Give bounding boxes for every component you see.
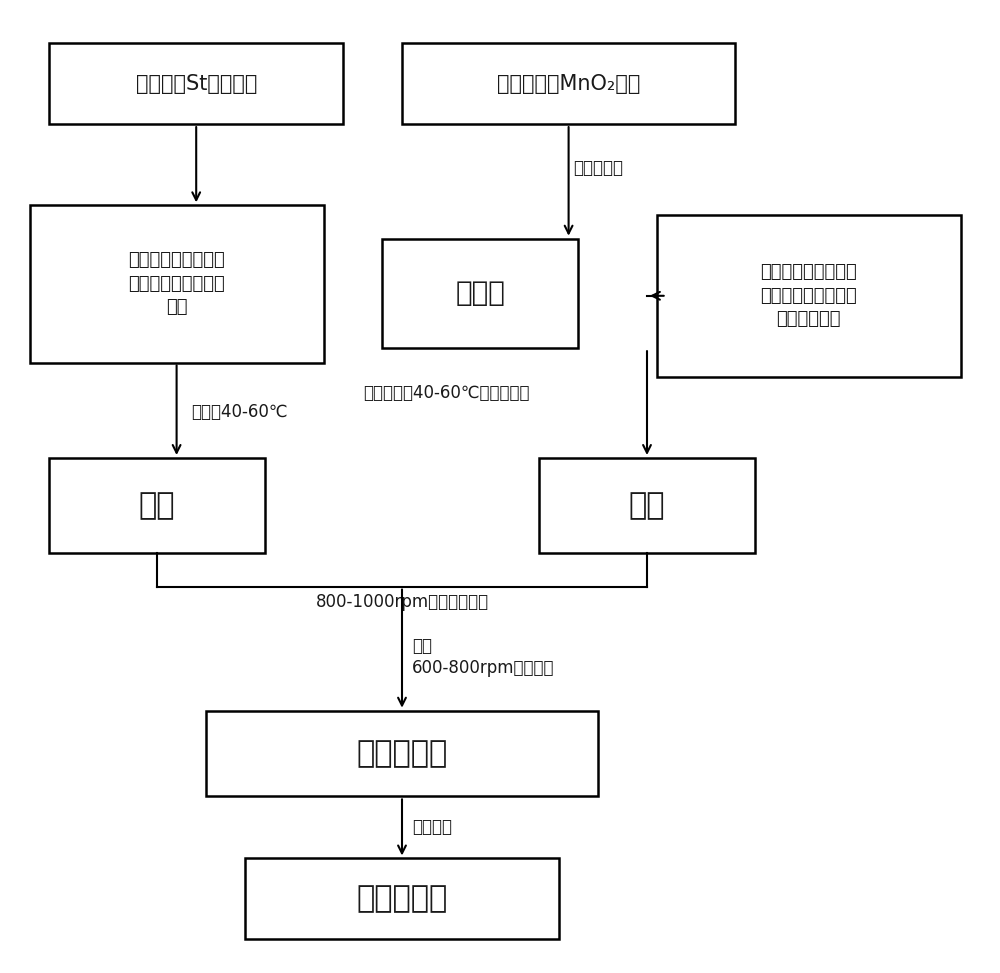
Bar <box>49 43 343 125</box>
Text: 油相: 油相 <box>629 491 665 521</box>
Bar <box>539 458 755 554</box>
Text: 水相: 水相 <box>139 491 175 521</box>
Text: 加热至40-60℃: 加热至40-60℃ <box>191 403 288 421</box>
Text: 悬浮液: 悬浮液 <box>455 279 505 307</box>
Text: 微胶囊样品: 微胶囊样品 <box>356 884 448 914</box>
Bar <box>657 215 961 377</box>
Bar <box>402 43 735 125</box>
Text: 洗涤干燥: 洗涤干燥 <box>412 818 452 836</box>
Bar <box>49 458 265 554</box>
Text: 苯乙烯（St）前处理: 苯乙烯（St）前处理 <box>136 74 257 93</box>
Bar <box>382 238 578 348</box>
Text: 800-1000rpm机械搅拌乳化: 800-1000rpm机械搅拌乳化 <box>315 594 489 611</box>
Text: 超声、加热: 超声、加热 <box>574 159 624 177</box>
Bar <box>245 858 559 940</box>
Bar <box>30 205 324 363</box>
Text: 升温: 升温 <box>412 636 432 655</box>
Text: 按照比例依次加入苯
乙烯、二乙烯基苯和
偶氮二异丁腈: 按照比例依次加入苯 乙烯、二乙烯基苯和 偶氮二异丁腈 <box>760 263 857 329</box>
Text: 600-800rpm机械搅拌: 600-800rpm机械搅拌 <box>412 659 554 676</box>
Bar <box>206 710 598 796</box>
Text: 悬浮混合物: 悬浮混合物 <box>356 739 448 768</box>
Text: 正十八烷、MnO₂颗粒: 正十八烷、MnO₂颗粒 <box>497 74 640 93</box>
Text: 混合加热至40-60℃，磁力搅拌: 混合加热至40-60℃，磁力搅拌 <box>363 384 529 402</box>
Text: 分散剂（聚乙烯吡咯
烷酮等）溶于去离子
水中: 分散剂（聚乙烯吡咯 烷酮等）溶于去离子 水中 <box>128 251 225 316</box>
